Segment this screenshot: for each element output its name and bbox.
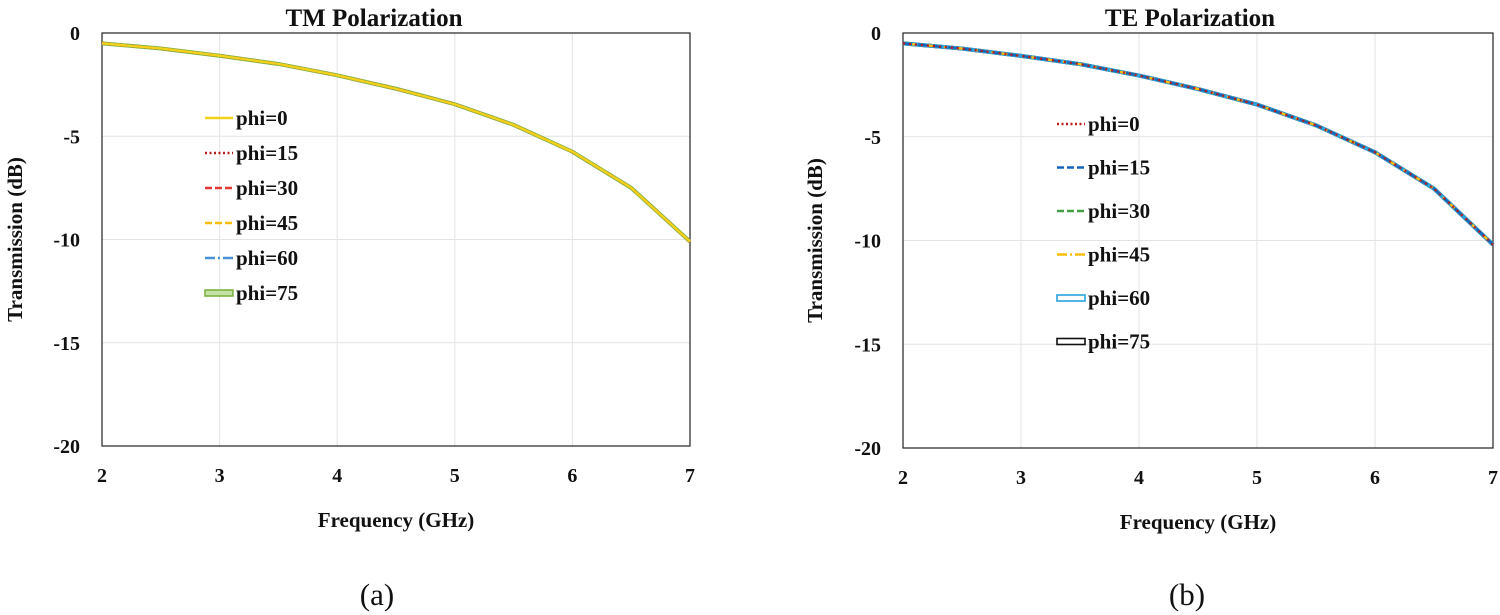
subcaption-a: (a): [360, 577, 394, 612]
x-tick-label: 5: [450, 465, 460, 487]
y-axis-label: Transmission (dB): [803, 158, 827, 323]
series-line: [902, 41, 1495, 247]
x-tick-label: 7: [1488, 467, 1498, 489]
y-tick-label: -15: [854, 334, 881, 356]
legend-label: phi=0: [236, 106, 288, 130]
series-line: [902, 42, 1494, 246]
legend-label: phi=75: [1088, 330, 1150, 354]
subcaption-b: (b): [1169, 577, 1205, 612]
y-tick-label: -15: [53, 333, 80, 355]
plot-frame: [902, 32, 1494, 449]
legend-label: phi=60: [236, 246, 298, 270]
legend-label: phi=30: [236, 176, 298, 200]
y-tick-label: 0: [871, 23, 881, 45]
x-tick-label: 3: [215, 465, 225, 487]
legend-label: phi=30: [1088, 199, 1150, 223]
y-tick-label: -5: [864, 127, 881, 149]
x-tick-label: 6: [567, 465, 577, 487]
series-line: [101, 42, 691, 243]
series-lines: [101, 41, 692, 244]
x-tick-label: 6: [1370, 467, 1380, 489]
series-line: [101, 42, 691, 243]
chart-te-polarization: 2 3 4 5 6 7 0 -5 -10 -15 -20 TE Polarization Frequen…: [803, 5, 1498, 534]
legend-label: phi=0: [1088, 112, 1140, 136]
x-tick-label: 4: [332, 465, 342, 487]
series-line: [101, 42, 691, 243]
legend-label: phi=45: [1088, 243, 1150, 267]
series-line: [101, 42, 691, 243]
x-axis-label: Frequency (GHz): [1120, 510, 1277, 534]
legend-label: phi=60: [1088, 286, 1150, 310]
chart-title: TE Polarization: [1105, 5, 1275, 32]
legend-swatch: [204, 289, 234, 297]
series-line: [902, 42, 1494, 246]
legend: phi=0 phi=15 phi=30 phi=45 phi=60 phi=75: [204, 106, 298, 305]
x-axis-label: Frequency (GHz): [318, 508, 475, 532]
y-tick-label: -10: [53, 230, 80, 252]
legend-label: phi=45: [236, 211, 298, 235]
chart-title: TM Polarization: [285, 5, 462, 32]
x-tick-label: 4: [1134, 467, 1144, 489]
y-tick-label: -10: [854, 231, 881, 253]
legend-swatch: [1056, 337, 1086, 346]
x-tick-label: 7: [685, 465, 695, 487]
series-lines: [902, 41, 1495, 247]
series-line: [101, 41, 692, 244]
series-line: [101, 42, 691, 243]
legend: phi=0 phi=15 phi=30 phi=45 phi=60 phi=75: [1056, 112, 1150, 354]
legend-swatch: [1056, 294, 1086, 302]
y-tick-label: 0: [70, 23, 80, 45]
legend-label: phi=15: [1088, 156, 1150, 180]
y-tick-label: -5: [63, 126, 80, 148]
series-line: [902, 41, 1495, 247]
x-tick-label: 5: [1252, 467, 1262, 489]
x-tick-label: 2: [97, 465, 107, 487]
legend-label: phi=15: [236, 141, 298, 165]
y-tick-label: -20: [53, 436, 80, 458]
chart-tm-polarization: 2 3 4 5 6 7 0 -5 -10 -15 -20 TM Polarization Frequen…: [3, 5, 695, 532]
series-line: [902, 42, 1494, 246]
y-axis-label: Transmission (dB): [3, 157, 27, 322]
legend-label: phi=75: [236, 281, 298, 305]
x-tick-label: 2: [898, 467, 908, 489]
y-tick-label: -20: [854, 438, 881, 460]
series-line: [902, 42, 1494, 246]
x-tick-label: 3: [1016, 467, 1026, 489]
